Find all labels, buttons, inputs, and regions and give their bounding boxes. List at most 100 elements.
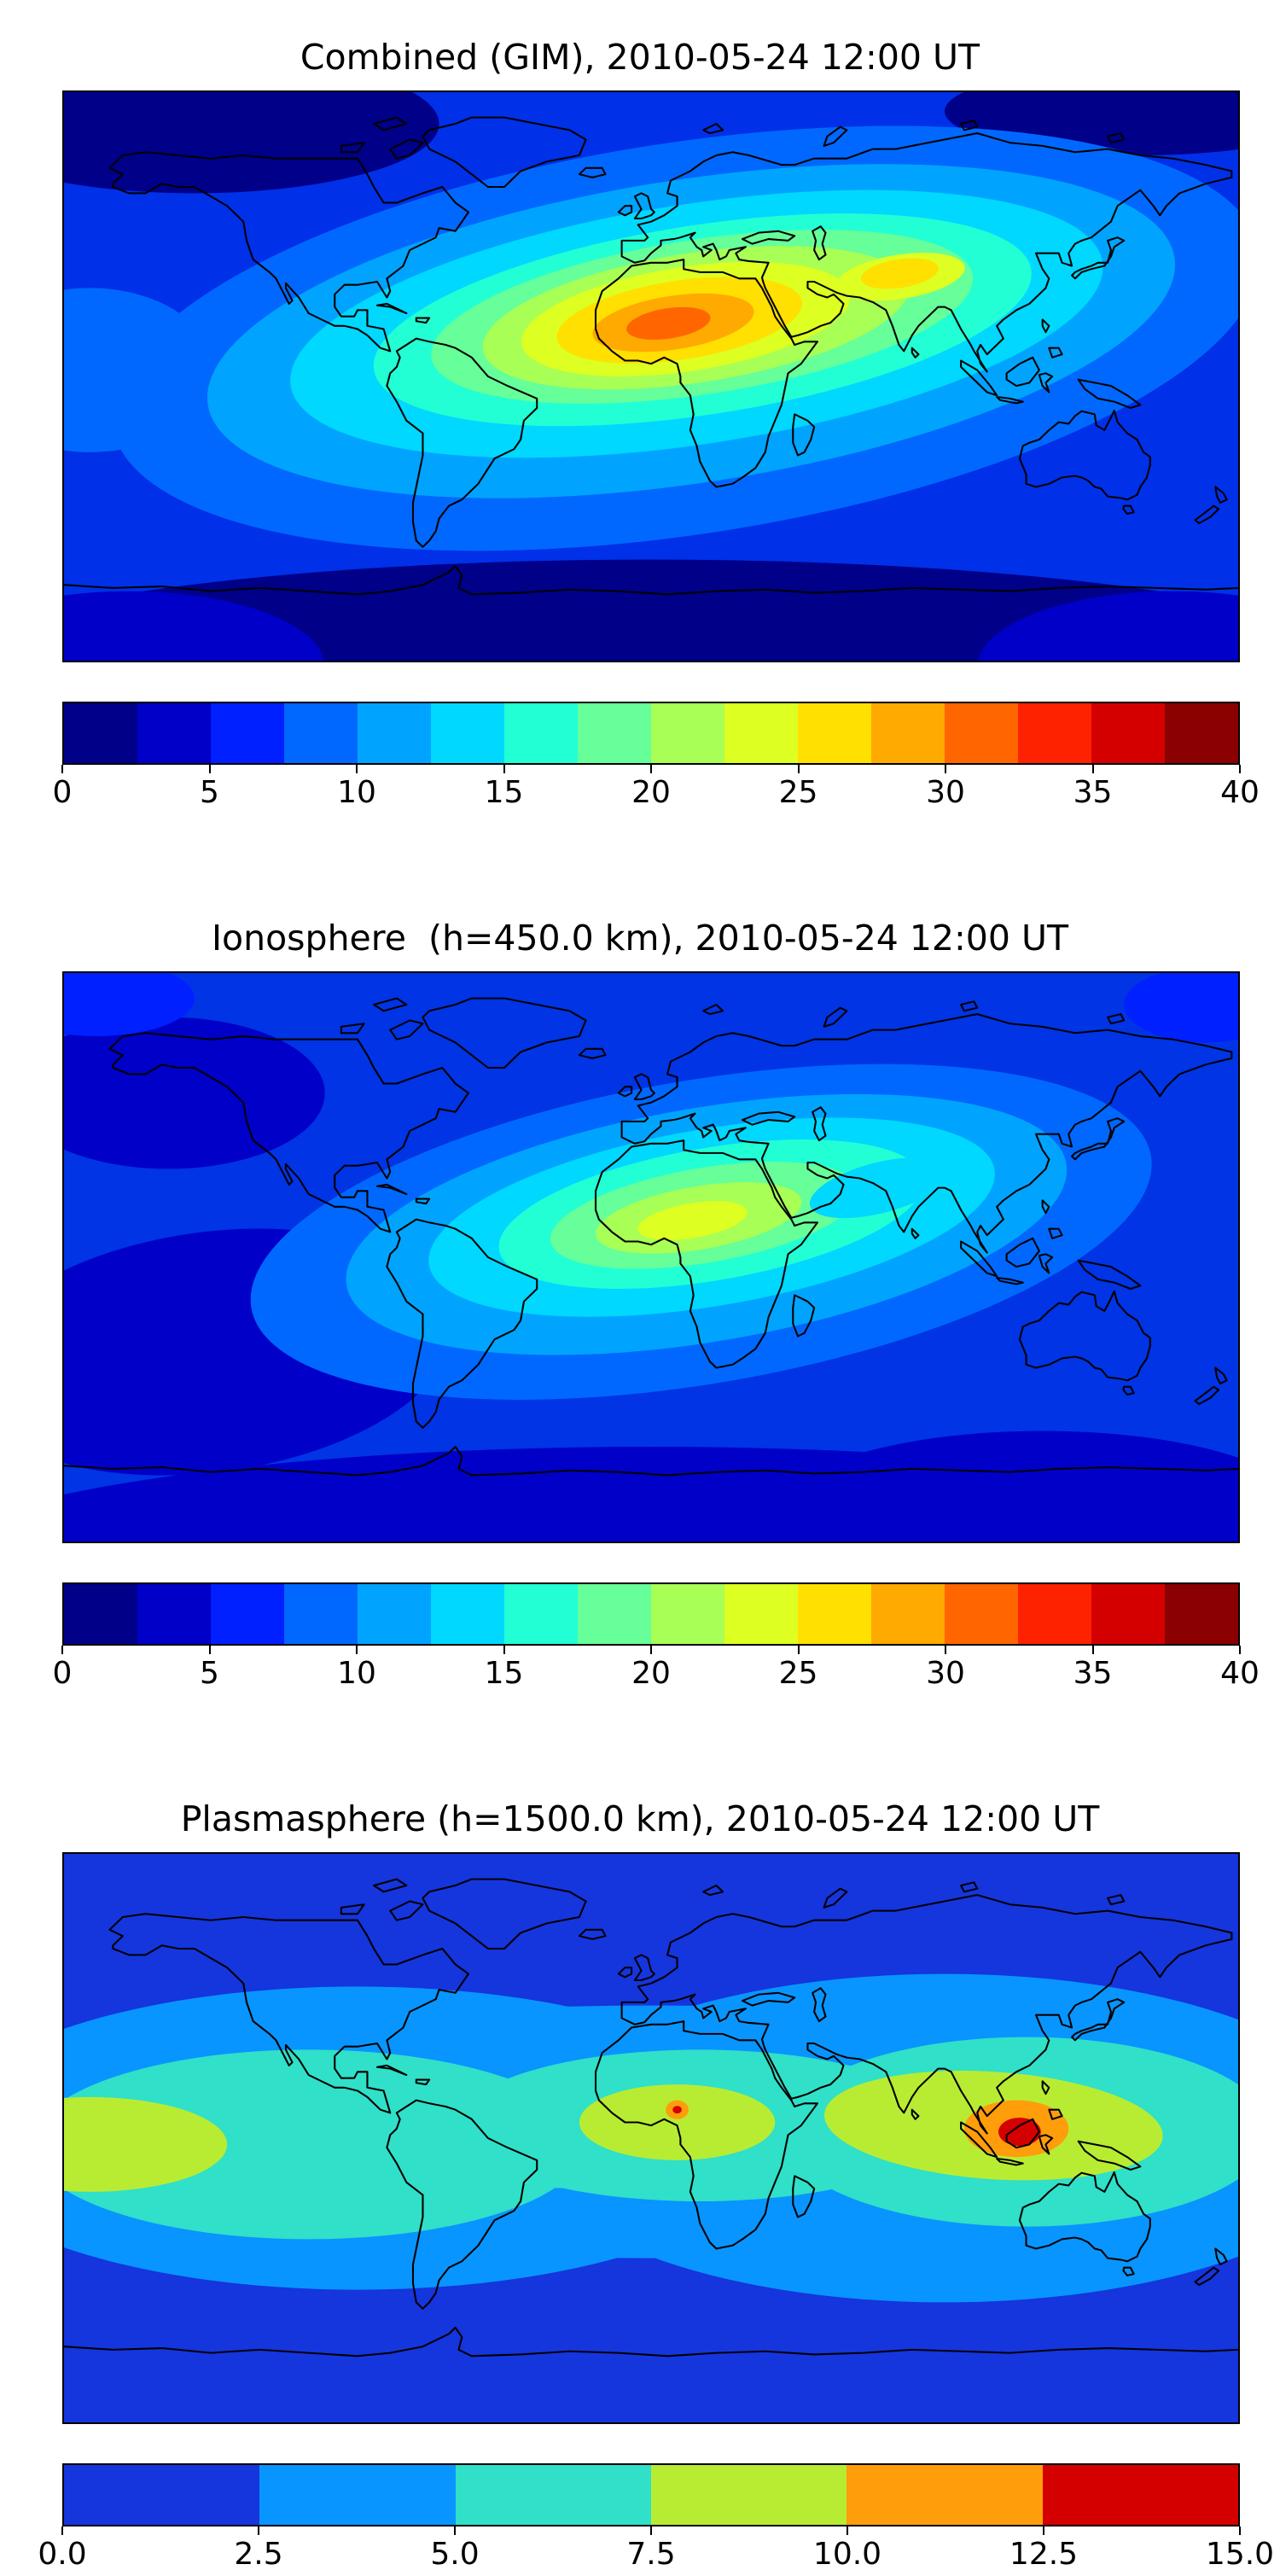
colorbar-tick-label: 5 xyxy=(200,775,219,810)
colorbar-tick-label: 0.0 xyxy=(38,2537,87,2572)
colorbar-segment xyxy=(578,1584,651,1644)
colorbar-tick-mark xyxy=(258,2526,259,2535)
colorbar-tick-mark xyxy=(945,765,946,773)
colorbar-bar xyxy=(62,1582,1240,1646)
colorbar-tick-label: 0 xyxy=(52,775,73,810)
colorbar-tick-mark xyxy=(1043,2526,1044,2535)
colorbar-segment xyxy=(137,1584,211,1644)
colorbar-tick-mark xyxy=(503,1646,505,1654)
colorbar-segment xyxy=(284,1584,358,1644)
colorbar-segment xyxy=(871,1584,945,1644)
map-ionosphere-svg xyxy=(64,973,1238,1542)
colorbar-segment xyxy=(724,1584,798,1644)
colorbar-tick-label: 35 xyxy=(1073,1656,1113,1691)
colorbar-segment xyxy=(358,1584,431,1644)
contour-field-ionosphere xyxy=(64,973,1238,1542)
colorbar-tick-label: 20 xyxy=(631,1656,671,1691)
colorbar-combined: 0 5 10 15 20 25 30 35 40 xyxy=(53,702,1260,814)
colorbar-segment xyxy=(64,2465,260,2525)
colorbar-segment xyxy=(651,703,724,763)
contour-field-plasmasphere xyxy=(64,1854,1238,2422)
colorbar-ionosphere: 0 5 10 15 20 25 30 35 40 xyxy=(53,1582,1260,1695)
colorbar-tick-label: 40 xyxy=(1220,775,1260,810)
colorbar-segment xyxy=(504,703,578,763)
colorbar-tick-mark xyxy=(61,765,63,773)
colorbar-tick-labels: 0 5 10 15 20 25 30 35 40 xyxy=(53,1656,1260,1695)
colorbar-segment xyxy=(211,703,284,763)
colorbar-tick-mark xyxy=(208,765,211,773)
colorbar-tick-mark xyxy=(1091,765,1094,773)
colorbar-tick-mark xyxy=(797,765,800,773)
colorbar-tick-label: 0 xyxy=(52,1656,73,1691)
colorbar-tick-label: 15.0 xyxy=(1205,2537,1275,2572)
colorbar-segment xyxy=(259,2465,456,2525)
colorbar-bar xyxy=(62,702,1240,765)
colorbar-tick-label: 7.5 xyxy=(626,2537,676,2572)
colorbar-segment xyxy=(1165,1584,1238,1644)
colorbar-segment xyxy=(284,703,358,763)
colorbar-segment xyxy=(651,1584,724,1644)
colorbar-tick-label: 2.5 xyxy=(234,2537,283,2572)
colorbar-tick-label: 10 xyxy=(337,1656,376,1691)
colorbar-tick-mark xyxy=(650,1646,652,1654)
colorbar-segment xyxy=(64,703,137,763)
colorbar-tick-label: 5.0 xyxy=(430,2537,480,2572)
colorbar-tick-labels: 0 5 10 15 20 25 30 35 40 xyxy=(53,775,1260,814)
colorbar-segment xyxy=(871,703,945,763)
panel-title-plasmasphere: Plasmasphere (h=1500.0 km), 2010-05-24 1… xyxy=(180,1798,1100,1839)
colorbar-segment xyxy=(1042,2465,1238,2525)
colorbar-segment xyxy=(578,703,651,763)
colorbar-segment xyxy=(798,703,871,763)
colorbar-tick-label: 10 xyxy=(337,775,376,810)
colorbar-tick-mark xyxy=(208,1646,211,1654)
panel-title-combined: Combined (GIM), 2010-05-24 12:00 UT xyxy=(300,37,980,78)
colorbar-tick-label: 40 xyxy=(1220,1656,1260,1691)
colorbar-segments xyxy=(64,703,1238,763)
colorbar-tick-marks xyxy=(61,765,1241,773)
colorbar-tick-mark xyxy=(503,765,505,773)
colorbar-tick-label: 35 xyxy=(1073,775,1113,810)
colorbar-tick-marks xyxy=(61,1646,1241,1654)
colorbar-segment xyxy=(504,1584,578,1644)
colorbar-segment xyxy=(137,703,211,763)
colorbar-tick-mark xyxy=(945,1646,946,1654)
colorbar-tick-label: 12.5 xyxy=(1009,2537,1079,2572)
colorbar-tick-label: 25 xyxy=(778,775,818,810)
panel-plasmasphere: Plasmasphere (h=1500.0 km), 2010-05-24 1… xyxy=(0,1796,1280,2576)
colorbar-segment xyxy=(650,2465,847,2525)
panel-title-ionosphere: Ionosphere (h=450.0 km), 2010-05-24 12:0… xyxy=(211,918,1069,959)
colorbar-segment xyxy=(798,1584,871,1644)
colorbar-tick-mark xyxy=(1239,765,1241,773)
colorbar-segment xyxy=(64,1584,137,1644)
colorbar-tick-label: 25 xyxy=(778,1656,818,1691)
colorbar-segment xyxy=(1018,1584,1091,1644)
colorbar-tick-mark xyxy=(797,1646,800,1654)
colorbar-tick-mark xyxy=(356,765,358,773)
colorbar-tick-mark xyxy=(61,1646,63,1654)
map-ionosphere xyxy=(62,971,1240,1543)
colorbar-segment xyxy=(455,2465,651,2525)
colorbar-tick-mark xyxy=(650,2526,652,2535)
colorbar-segment xyxy=(211,1584,284,1644)
colorbar-tick-label: 5 xyxy=(200,1656,219,1691)
map-plasmasphere xyxy=(62,1852,1240,2424)
colorbar-tick-mark xyxy=(1239,1646,1241,1654)
colorbar-bar xyxy=(62,2463,1240,2526)
colorbar-tick-mark xyxy=(61,2526,63,2535)
colorbar-tick-label: 15 xyxy=(484,775,524,810)
colorbar-segments xyxy=(64,1584,1238,1644)
panel-combined-gim: Combined (GIM), 2010-05-24 12:00 UT xyxy=(0,34,1280,814)
colorbar-segment xyxy=(847,2465,1043,2525)
colorbar-tick-label: 10.0 xyxy=(812,2537,882,2572)
colorbar-tick-label: 30 xyxy=(926,775,965,810)
panel-ionosphere: Ionosphere (h=450.0 km), 2010-05-24 12:0… xyxy=(0,915,1280,1695)
map-combined-gim xyxy=(62,90,1240,662)
colorbar-segment xyxy=(724,703,798,763)
colorbar-segment xyxy=(1018,703,1091,763)
colorbar-tick-mark xyxy=(847,2526,848,2535)
colorbar-segment xyxy=(431,703,504,763)
contour-field-combined xyxy=(64,92,1238,661)
colorbar-tick-mark xyxy=(454,2526,456,2535)
colorbar-segment xyxy=(1165,703,1238,763)
